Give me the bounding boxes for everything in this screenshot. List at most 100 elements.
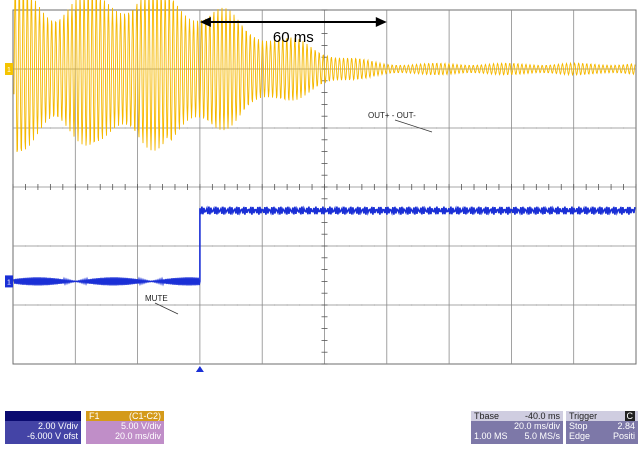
- grid-dot: [361, 304, 363, 306]
- grid-dot: [361, 245, 363, 247]
- grid-dot: [186, 304, 189, 306]
- grid-dot: [186, 127, 189, 129]
- grid-dot: [87, 304, 89, 306]
- grid-dot: [473, 304, 475, 306]
- grid-dot: [149, 304, 151, 306]
- grid-dot: [622, 127, 625, 129]
- grid-dot: [460, 127, 463, 129]
- grid-dot: [348, 245, 351, 247]
- grid-dot: [423, 304, 425, 306]
- c1-level-marker: [5, 275, 13, 288]
- grid-dot: [585, 304, 587, 306]
- grid-dot: [622, 245, 625, 247]
- grid-dot: [348, 127, 351, 129]
- f1-level-marker: [5, 63, 13, 75]
- grid-dot: [598, 304, 600, 306]
- trigger-descriptor[interactable]: Trigger C Stop 2.84 Edge Positi: [566, 411, 638, 444]
- grid-dot: [249, 245, 251, 247]
- trigger-label: Trigger: [569, 411, 598, 421]
- grid-dot: [298, 127, 301, 129]
- measurement-arrow-right-head: [375, 17, 387, 27]
- grid-dot: [548, 127, 550, 129]
- grid-dot: [560, 304, 562, 306]
- grid-dot: [174, 304, 176, 306]
- grid-dot: [498, 127, 500, 129]
- grid-dot: [99, 245, 101, 247]
- grid-dot: [249, 304, 251, 306]
- grid-dot: [87, 245, 89, 247]
- grid-dot: [523, 245, 525, 247]
- grid-dot: [112, 127, 114, 129]
- grid-dot: [49, 127, 51, 129]
- grid-dot: [473, 245, 475, 247]
- grid-dot: [112, 245, 114, 247]
- channel-c1-header: [5, 411, 81, 421]
- timebase-descriptor[interactable]: Tbase -40.0 ms 20.0 ms/div 1.00 MS 5.0 M…: [471, 411, 563, 444]
- timebase-label: Tbase: [474, 411, 500, 421]
- grid-dot: [373, 245, 375, 247]
- trigger-slope: Positi: [612, 431, 635, 441]
- c1-level-marker-label: 1: [7, 279, 11, 286]
- trigger-channel-badge: C: [624, 411, 635, 421]
- grid-dot: [411, 304, 413, 306]
- math-f1-timebase: 20.0 ms/div: [114, 431, 161, 441]
- grid-dot: [336, 245, 338, 247]
- grid-dot: [398, 304, 400, 306]
- grid-dot: [112, 68, 114, 70]
- grid-dot: [49, 304, 51, 306]
- grid-dot: [460, 304, 463, 306]
- grid-dot: [460, 245, 463, 247]
- grid-dot: [498, 304, 500, 306]
- grid-dot: [348, 68, 351, 70]
- timebase-samples: 1.00 MS: [474, 431, 508, 441]
- grid-dot: [398, 245, 400, 247]
- grid-dot: [112, 304, 114, 306]
- grid-dot: [62, 127, 64, 129]
- oscilloscope-display: OUT+ - OUT- MUTE 60 ms 1 1: [5, 0, 637, 372]
- channel-c1-descriptor[interactable]: 2.00 V/div -6.000 V ofst: [5, 411, 81, 444]
- grid-dot: [523, 304, 525, 306]
- math-f1-name: F1: [89, 411, 100, 421]
- grid-dot: [224, 127, 226, 129]
- grid-dot: [361, 68, 363, 70]
- grid-dot: [224, 304, 226, 306]
- grid-dot: [423, 127, 425, 129]
- grid-dot: [610, 245, 612, 247]
- grid-dot: [37, 304, 39, 306]
- trigger-mode: Stop: [569, 421, 588, 431]
- grid-dot: [585, 127, 587, 129]
- series-out-diff-line: [13, 0, 636, 152]
- grid-dot: [249, 127, 251, 129]
- grid-dot: [436, 68, 438, 70]
- grid-dot: [311, 127, 313, 129]
- measurement-label: 60 ms: [273, 29, 314, 46]
- grid-dot: [498, 245, 500, 247]
- grid-dot: [610, 304, 612, 306]
- grid-dot: [174, 245, 176, 247]
- grid-dot: [411, 245, 413, 247]
- grid-dot: [99, 68, 101, 70]
- grid-dot: [211, 304, 213, 306]
- grid-dot: [186, 245, 189, 247]
- grid-dot: [622, 304, 625, 306]
- grid-dot: [149, 245, 151, 247]
- grid-dot: [485, 304, 488, 306]
- grid-dot: [535, 127, 537, 129]
- grid-dot: [24, 68, 27, 70]
- grid-dot: [124, 304, 126, 306]
- grid-dot: [224, 245, 226, 247]
- channel-c1-scale: 2.00 V/div: [37, 421, 78, 431]
- math-f1-descriptor[interactable]: F1 (C1-C2) 5.00 V/div 20.0 ms/div: [86, 411, 164, 444]
- grid-dot: [298, 245, 301, 247]
- grid-dot: [49, 245, 51, 247]
- trigger-type: Edge: [569, 431, 591, 441]
- grid-dot: [124, 127, 126, 129]
- grid-dot: [436, 245, 438, 247]
- grid-dot: [24, 245, 27, 247]
- grid-dot: [560, 245, 562, 247]
- measurement-arrow-left-head: [199, 17, 211, 27]
- grid-dot: [236, 127, 238, 129]
- grid-dot: [336, 304, 338, 306]
- grid-dot: [560, 127, 562, 129]
- grid-dot: [274, 68, 276, 70]
